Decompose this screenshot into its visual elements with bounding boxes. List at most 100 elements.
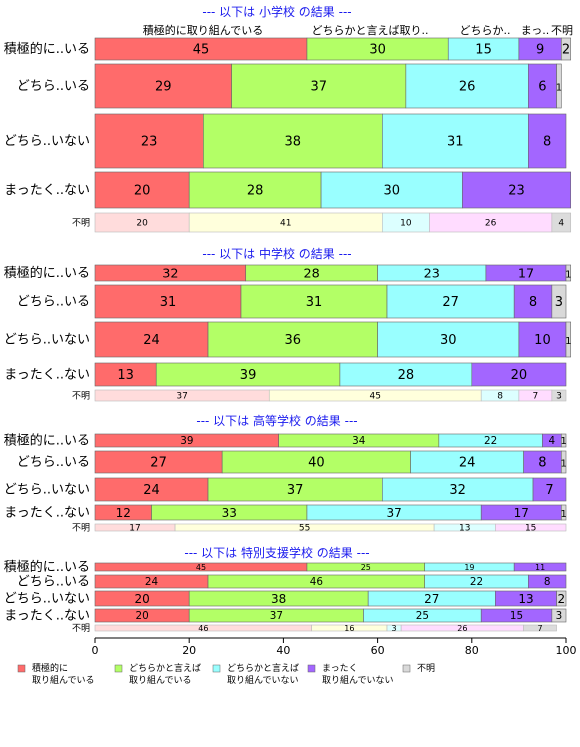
data-label: 39 [240,368,257,383]
x-tick-label: 80 [465,644,479,657]
bar-segment [560,37,572,61]
data-label: 8 [529,295,537,310]
row-label: 積極的に..いる [4,265,90,281]
data-label: 27 [442,295,459,310]
data-label: 34 [352,435,366,447]
data-label: 22 [470,576,483,588]
bar-segment [94,113,204,169]
data-label: 45 [196,563,206,572]
bar-segment [565,321,572,358]
bar-segment [532,477,567,502]
x-tick-label: 40 [276,644,290,657]
bar-segment [207,321,378,358]
data-label: 1 [565,270,571,281]
bar-segment [203,113,383,169]
data-label: 36 [285,333,302,348]
data-label: 4 [558,219,564,229]
data-label: 1 [556,83,562,94]
data-label: 24 [143,483,160,498]
bar-segment [565,264,572,282]
data-label: 37 [310,80,327,95]
data-label: 30 [440,333,457,348]
data-label: 15 [475,43,492,58]
data-label: 25 [361,563,371,572]
data-label: 24 [143,333,160,348]
x-tick-label: 100 [556,644,577,657]
data-label: 3 [556,392,562,402]
bar-segment [523,624,557,632]
data-label: 23 [141,135,158,150]
data-label: 28 [304,267,320,282]
data-label: 8 [543,135,551,150]
legend-label: まったく [322,663,358,674]
data-label: 13 [518,592,533,606]
data-label: 26 [485,219,497,229]
data-label: 8 [538,456,546,471]
data-label: 7 [545,483,553,498]
bar-segment [495,523,567,532]
bar-segment [188,171,322,209]
legend-swatch [402,664,411,673]
data-label: 13 [459,524,470,534]
data-label: 17 [514,506,529,520]
row-label: まったく..ない [4,368,90,383]
panel-title: --- 以下は 高等学校 の結果 --- [196,413,357,428]
row-label: どちら..いる [17,79,90,94]
bar-segment [94,284,242,319]
data-label: 7 [538,624,543,633]
data-label: 22 [484,435,497,447]
data-label: 46 [198,624,208,633]
data-label: 27 [424,592,439,606]
data-label: 24 [459,456,476,471]
top-label: どちらか.. [460,24,511,37]
panel-title: --- 以下は 小学校 の結果 --- [202,4,351,19]
data-label: 32 [449,483,466,498]
data-label: 41 [280,219,291,229]
data-label: 2 [557,592,565,606]
data-label: 10 [534,333,551,348]
top-label: 積極的に取り組んでいる [143,23,263,37]
data-label: 3 [392,624,397,633]
bar-segment [560,450,567,474]
data-label: 40 [308,456,325,471]
legend-label: 取り組んでいる [32,674,95,686]
data-label: 20 [511,368,528,383]
bar-segment [405,63,529,109]
data-label: 26 [457,624,467,633]
row-label: どちら..いない [4,333,90,348]
data-label: 45 [193,43,210,58]
data-label: 17 [129,524,140,534]
bar-segment [560,504,567,521]
top-label: まっ.. [521,24,550,37]
bar-segment [94,63,232,109]
data-label: 38 [271,592,286,606]
data-label: 32 [162,267,178,282]
legend-label: どちらかと言えば [227,662,299,674]
data-label: 12 [116,506,131,520]
data-label: 1 [565,336,571,347]
data-label: 1 [560,509,566,520]
legend-label: 取り組んでいる [129,674,192,686]
data-label: 39 [180,435,193,447]
data-label: 10 [400,219,412,229]
data-label: 8 [544,576,551,588]
legend-label: 取り組んでいない [227,674,299,686]
row-label: まったく..ない [4,183,90,198]
bar-segment [240,284,388,319]
data-label: 23 [424,267,440,282]
legend-label: どちらかと言えば [129,662,201,674]
data-label: 37 [176,392,187,402]
data-label: 6 [538,80,546,95]
row-label: どちら..いない [4,592,90,607]
data-label: 16 [344,624,354,633]
bar-segment [513,562,567,572]
legend-label: 積極的に [32,662,68,674]
legend-swatch [307,664,316,673]
row-label: まったく..ない [4,609,90,624]
bar-segment [386,284,515,319]
row-label: 積極的に..いる [4,41,90,57]
top-label: どちらかと言えば取り.. [312,24,429,37]
bar-segment [551,608,567,623]
data-label: 1 [560,459,566,470]
bar-segment [94,171,190,209]
